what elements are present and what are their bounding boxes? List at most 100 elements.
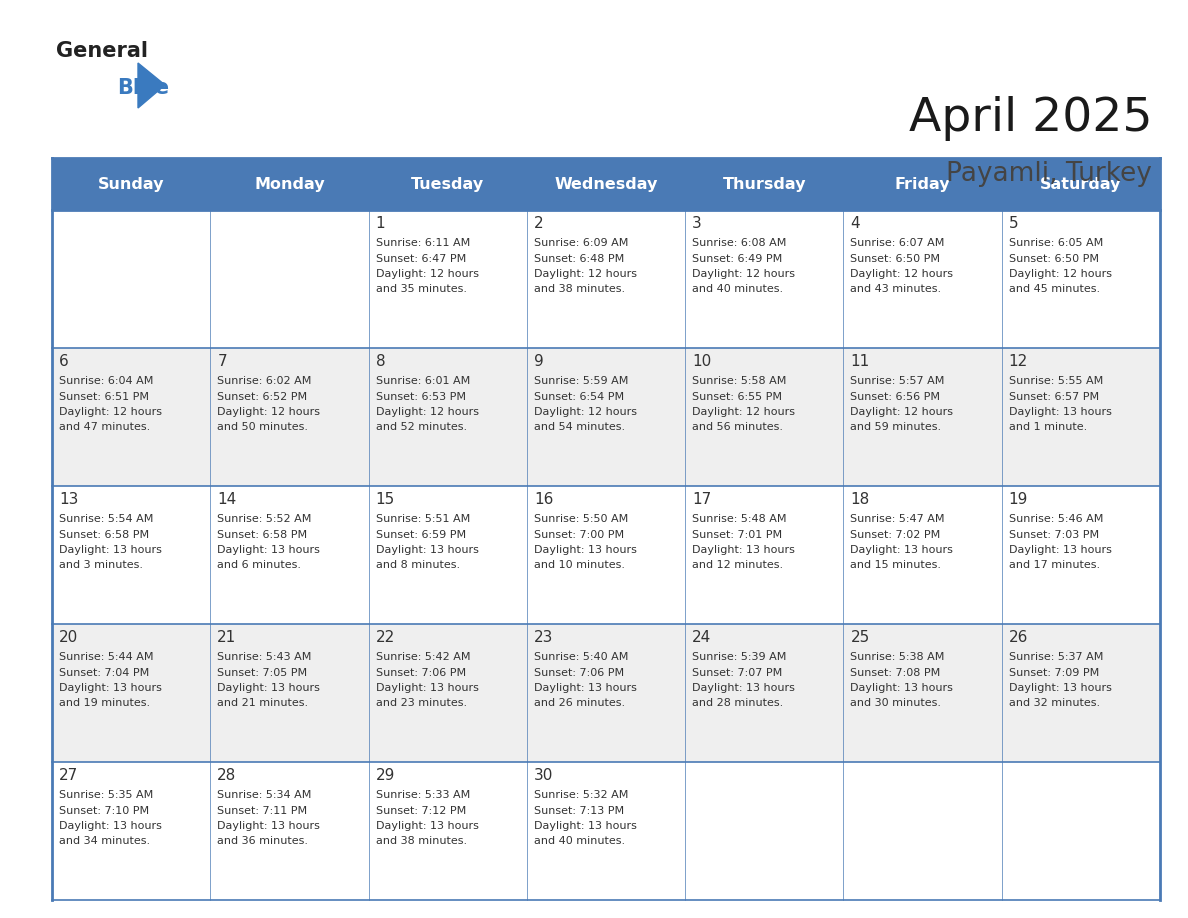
- Text: Sunset: 6:56 PM: Sunset: 6:56 PM: [851, 391, 941, 401]
- Text: Daylight: 13 hours: Daylight: 13 hours: [693, 683, 795, 693]
- Text: Sunrise: 6:07 AM: Sunrise: 6:07 AM: [851, 238, 944, 248]
- Text: Sunrise: 5:35 AM: Sunrise: 5:35 AM: [59, 790, 153, 800]
- Text: and 34 minutes.: and 34 minutes.: [59, 836, 150, 846]
- Text: Sunrise: 5:48 AM: Sunrise: 5:48 AM: [693, 514, 786, 524]
- Text: Sunset: 6:58 PM: Sunset: 6:58 PM: [59, 530, 150, 540]
- Text: 29: 29: [375, 768, 394, 783]
- Bar: [52, 762, 1159, 900]
- Text: Sunrise: 5:37 AM: Sunrise: 5:37 AM: [1009, 652, 1104, 662]
- Text: Daylight: 13 hours: Daylight: 13 hours: [217, 683, 320, 693]
- Text: and 59 minutes.: and 59 minutes.: [851, 422, 942, 432]
- Text: Sunrise: 5:42 AM: Sunrise: 5:42 AM: [375, 652, 470, 662]
- Text: 22: 22: [375, 630, 394, 645]
- Text: Sunrise: 6:02 AM: Sunrise: 6:02 AM: [217, 376, 311, 386]
- Text: 16: 16: [533, 492, 554, 507]
- Text: Sunset: 6:59 PM: Sunset: 6:59 PM: [375, 530, 466, 540]
- Text: Sunrise: 6:05 AM: Sunrise: 6:05 AM: [1009, 238, 1102, 248]
- Text: Daylight: 12 hours: Daylight: 12 hours: [851, 269, 954, 279]
- Text: Blue: Blue: [118, 78, 170, 98]
- Text: Sunrise: 6:09 AM: Sunrise: 6:09 AM: [533, 238, 628, 248]
- Text: and 12 minutes.: and 12 minutes.: [693, 561, 783, 570]
- Text: Daylight: 12 hours: Daylight: 12 hours: [59, 407, 162, 417]
- Text: Daylight: 13 hours: Daylight: 13 hours: [59, 545, 162, 555]
- Text: 23: 23: [533, 630, 554, 645]
- Text: and 52 minutes.: and 52 minutes.: [375, 422, 467, 432]
- Text: Sunset: 7:08 PM: Sunset: 7:08 PM: [851, 667, 941, 677]
- Text: Wednesday: Wednesday: [555, 176, 658, 192]
- Text: Sunset: 6:51 PM: Sunset: 6:51 PM: [59, 391, 148, 401]
- Text: and 28 minutes.: and 28 minutes.: [693, 699, 783, 709]
- Text: Sunrise: 5:47 AM: Sunrise: 5:47 AM: [851, 514, 944, 524]
- Text: Sunset: 7:10 PM: Sunset: 7:10 PM: [59, 805, 150, 815]
- Text: 18: 18: [851, 492, 870, 507]
- Text: 12: 12: [1009, 354, 1028, 369]
- Text: Thursday: Thursday: [722, 176, 805, 192]
- Text: and 21 minutes.: and 21 minutes.: [217, 699, 309, 709]
- Text: Friday: Friday: [895, 176, 950, 192]
- Text: Sunset: 7:09 PM: Sunset: 7:09 PM: [1009, 667, 1099, 677]
- Bar: [52, 348, 1159, 486]
- Text: Daylight: 12 hours: Daylight: 12 hours: [533, 407, 637, 417]
- Text: and 38 minutes.: and 38 minutes.: [375, 836, 467, 846]
- Text: 28: 28: [217, 768, 236, 783]
- Text: Daylight: 12 hours: Daylight: 12 hours: [217, 407, 321, 417]
- Text: and 26 minutes.: and 26 minutes.: [533, 699, 625, 709]
- Text: Daylight: 12 hours: Daylight: 12 hours: [375, 407, 479, 417]
- Text: Sunset: 6:55 PM: Sunset: 6:55 PM: [693, 391, 782, 401]
- Text: and 56 minutes.: and 56 minutes.: [693, 422, 783, 432]
- Text: Daylight: 13 hours: Daylight: 13 hours: [851, 545, 953, 555]
- Text: and 17 minutes.: and 17 minutes.: [1009, 561, 1100, 570]
- Text: and 43 minutes.: and 43 minutes.: [851, 285, 942, 295]
- Text: 25: 25: [851, 630, 870, 645]
- Text: 19: 19: [1009, 492, 1028, 507]
- Text: Sunset: 6:48 PM: Sunset: 6:48 PM: [533, 253, 624, 263]
- Text: and 50 minutes.: and 50 minutes.: [217, 422, 308, 432]
- Text: Sunrise: 6:01 AM: Sunrise: 6:01 AM: [375, 376, 469, 386]
- Text: Daylight: 13 hours: Daylight: 13 hours: [375, 545, 479, 555]
- Text: Sunset: 6:54 PM: Sunset: 6:54 PM: [533, 391, 624, 401]
- Text: 13: 13: [59, 492, 78, 507]
- Text: 3: 3: [693, 216, 702, 231]
- Text: Daylight: 13 hours: Daylight: 13 hours: [693, 545, 795, 555]
- Text: and 47 minutes.: and 47 minutes.: [59, 422, 150, 432]
- Text: Sunrise: 5:40 AM: Sunrise: 5:40 AM: [533, 652, 628, 662]
- Text: Sunset: 7:13 PM: Sunset: 7:13 PM: [533, 805, 624, 815]
- Bar: [52, 486, 1159, 624]
- Text: 4: 4: [851, 216, 860, 231]
- Text: and 38 minutes.: and 38 minutes.: [533, 285, 625, 295]
- Text: 20: 20: [59, 630, 78, 645]
- Text: Sunset: 7:11 PM: Sunset: 7:11 PM: [217, 805, 308, 815]
- Text: Sunset: 7:01 PM: Sunset: 7:01 PM: [693, 530, 782, 540]
- Text: 1: 1: [375, 216, 385, 231]
- Text: Sunrise: 5:52 AM: Sunrise: 5:52 AM: [217, 514, 311, 524]
- Text: Sunset: 6:58 PM: Sunset: 6:58 PM: [217, 530, 308, 540]
- Bar: [52, 158, 1159, 210]
- Text: April 2025: April 2025: [909, 96, 1152, 141]
- Text: Daylight: 12 hours: Daylight: 12 hours: [375, 269, 479, 279]
- Text: Sunrise: 5:32 AM: Sunrise: 5:32 AM: [533, 790, 628, 800]
- Text: Daylight: 12 hours: Daylight: 12 hours: [533, 269, 637, 279]
- Text: Sunrise: 5:59 AM: Sunrise: 5:59 AM: [533, 376, 628, 386]
- Text: Sunrise: 5:44 AM: Sunrise: 5:44 AM: [59, 652, 153, 662]
- Text: Daylight: 13 hours: Daylight: 13 hours: [533, 683, 637, 693]
- Text: and 10 minutes.: and 10 minutes.: [533, 561, 625, 570]
- Text: Sunrise: 5:43 AM: Sunrise: 5:43 AM: [217, 652, 311, 662]
- Text: Sunset: 7:04 PM: Sunset: 7:04 PM: [59, 667, 150, 677]
- Text: 11: 11: [851, 354, 870, 369]
- Text: Daylight: 13 hours: Daylight: 13 hours: [1009, 545, 1112, 555]
- Text: General: General: [56, 41, 147, 62]
- Text: Daylight: 12 hours: Daylight: 12 hours: [851, 407, 954, 417]
- Text: 10: 10: [693, 354, 712, 369]
- Text: Daylight: 12 hours: Daylight: 12 hours: [693, 269, 795, 279]
- Text: Sunrise: 6:11 AM: Sunrise: 6:11 AM: [375, 238, 469, 248]
- Text: 30: 30: [533, 768, 554, 783]
- Text: Sunrise: 5:34 AM: Sunrise: 5:34 AM: [217, 790, 311, 800]
- Text: and 1 minute.: and 1 minute.: [1009, 422, 1087, 432]
- Text: and 35 minutes.: and 35 minutes.: [375, 285, 467, 295]
- Bar: [52, 624, 1159, 762]
- Text: Sunrise: 6:08 AM: Sunrise: 6:08 AM: [693, 238, 786, 248]
- Text: Sunrise: 5:50 AM: Sunrise: 5:50 AM: [533, 514, 628, 524]
- Text: Daylight: 13 hours: Daylight: 13 hours: [1009, 683, 1112, 693]
- Text: 7: 7: [217, 354, 227, 369]
- Text: Payamli, Turkey: Payamli, Turkey: [947, 161, 1152, 186]
